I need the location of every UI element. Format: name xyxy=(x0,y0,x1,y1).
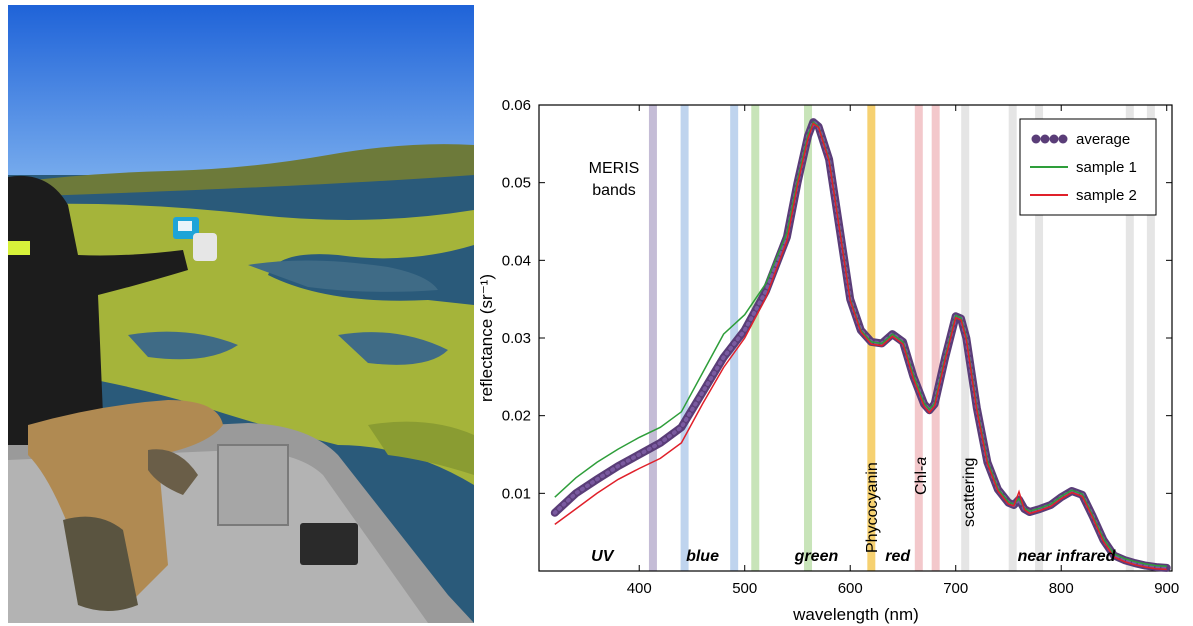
y-tick-label: 0.05 xyxy=(502,175,531,192)
boot xyxy=(63,516,138,611)
legend: average sample 1 sample 2 xyxy=(1019,118,1157,216)
region-label: near infrared xyxy=(1018,548,1117,565)
phycocyanin-label: Phycocyanin xyxy=(864,462,881,553)
legend-swatch xyxy=(1031,134,1041,144)
field-photo xyxy=(8,5,474,623)
hatch xyxy=(217,444,289,526)
series-lines xyxy=(550,118,1171,572)
series-sample-1 xyxy=(554,120,1167,568)
y-tick-label: 0.02 xyxy=(502,408,531,425)
x-tick-label: 500 xyxy=(732,580,757,597)
meris-label-line2: bands xyxy=(592,182,636,199)
y-tick-label: 0.01 xyxy=(502,485,531,502)
legend-label: average xyxy=(1076,131,1130,148)
region-labels: UV blue green red near infrared xyxy=(591,548,1116,565)
y-tick-label: 0.04 xyxy=(502,252,531,269)
x-tick-label: 700 xyxy=(943,580,968,597)
reeds xyxy=(8,144,474,197)
chl-a-prefix: Chl- xyxy=(913,466,930,495)
person-jacket xyxy=(8,175,188,446)
reflectance-chart: 0.01 0.02 0.03 0.04 0.05 0.06 400 500 600 700 800… xyxy=(480,97,1179,624)
x-tick-label: 800 xyxy=(1049,580,1074,597)
region-label: UV xyxy=(591,548,615,565)
y-axis-ticks: 0.01 0.02 0.03 0.04 0.05 0.06 xyxy=(502,97,1172,502)
x-axis-ticks: 400 500 600 700 800 900 xyxy=(627,105,1179,597)
legend-swatch xyxy=(1058,134,1068,144)
legend-swatch xyxy=(1049,134,1059,144)
legend-label: sample 2 xyxy=(1076,187,1137,204)
chl-a-italic: a xyxy=(913,457,930,466)
region-label: green xyxy=(794,548,839,565)
x-axis-label: wavelength (nm) xyxy=(792,605,919,624)
y-axis-label: reflectance (sr⁻¹) xyxy=(480,274,496,402)
series-sample-2 xyxy=(554,122,1167,571)
y-tick-label: 0.06 xyxy=(502,97,531,114)
region-label: red xyxy=(885,548,911,565)
legend-swatch xyxy=(1040,134,1050,144)
meris-label-line1: MERIS xyxy=(589,160,640,177)
scattering-label: scattering xyxy=(961,458,978,527)
x-tick-label: 400 xyxy=(627,580,652,597)
region-label: blue xyxy=(686,548,719,565)
y-tick-label: 0.03 xyxy=(502,330,531,347)
x-tick-label: 600 xyxy=(838,580,863,597)
legend-label: sample 1 xyxy=(1076,159,1137,176)
x-tick-label: 900 xyxy=(1154,580,1179,597)
chl-a-label: Chl-a xyxy=(913,457,930,495)
